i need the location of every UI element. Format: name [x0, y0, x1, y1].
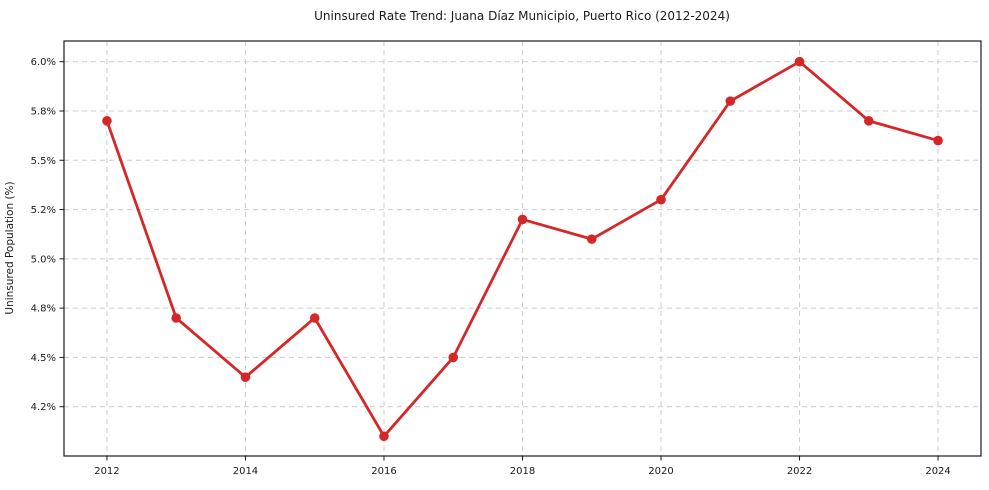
x-tick-label: 2024	[925, 466, 950, 477]
data-point-marker	[863, 116, 874, 126]
data-point-marker	[309, 313, 320, 323]
data-point-marker	[102, 116, 112, 126]
data-point-marker	[656, 194, 666, 205]
chart-title: Uninsured Rate Trend: Juana Díaz Municip…	[314, 9, 730, 23]
data-point-marker	[586, 234, 597, 244]
x-tick-label: 2012	[94, 466, 119, 477]
tick-layer: 4.2% 4.5% 4.8% 5.0% 5.2% 5.5% 5.8% 6.0% 2012 2014…	[31, 57, 951, 477]
data-point-marker	[517, 214, 528, 225]
y-tick-label: 4.2%	[31, 402, 56, 413]
y-tick-label: 5.0%	[31, 254, 56, 265]
data-series-layer	[102, 56, 943, 442]
data-point-marker	[379, 431, 389, 442]
x-tick-label: 2020	[648, 466, 673, 477]
data-point-marker	[933, 135, 943, 146]
y-tick-label: 5.2%	[31, 205, 56, 216]
y-tick-label: 5.5%	[31, 156, 56, 167]
y-tick-label: 4.8%	[31, 304, 56, 315]
y-axis-label: Uninsured Population (%)	[4, 181, 16, 314]
grid-layer	[64, 41, 981, 456]
x-tick-label: 2014	[233, 466, 258, 477]
y-tick-label: 5.8%	[31, 106, 56, 117]
y-tick-label: 6.0%	[31, 57, 56, 68]
y-tick-label: 4.5%	[31, 353, 56, 364]
x-tick-label: 2016	[371, 466, 396, 477]
x-tick-label: 2022	[787, 466, 812, 477]
plot-frame	[63, 40, 982, 457]
data-point-marker	[794, 56, 805, 67]
x-tick-label: 2018	[510, 466, 535, 477]
data-point-marker	[240, 372, 251, 382]
data-point-marker	[448, 352, 459, 363]
data-point-marker	[171, 313, 182, 323]
data-point-marker	[725, 96, 736, 106]
